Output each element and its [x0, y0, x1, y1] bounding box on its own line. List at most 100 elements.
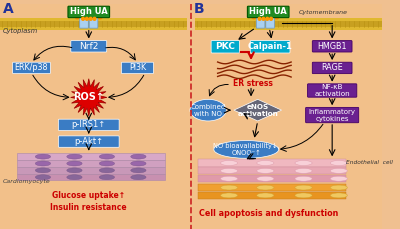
- Bar: [92, 4, 94, 229]
- Text: High UA: High UA: [249, 7, 287, 16]
- Bar: [330, 4, 332, 229]
- Bar: [351, 4, 353, 229]
- Text: Cytoplasm: Cytoplasm: [3, 27, 38, 34]
- Bar: [174, 4, 176, 229]
- Bar: [136, 4, 138, 229]
- Bar: [200, 4, 202, 229]
- Bar: [38, 4, 40, 229]
- Bar: [349, 4, 351, 229]
- FancyBboxPatch shape: [266, 16, 274, 28]
- Bar: [44, 4, 46, 229]
- Bar: [348, 4, 349, 229]
- Circle shape: [76, 15, 79, 19]
- Ellipse shape: [330, 161, 348, 165]
- Ellipse shape: [35, 175, 50, 180]
- Bar: [302, 4, 304, 229]
- Bar: [17, 167, 165, 174]
- Bar: [156, 4, 158, 229]
- Ellipse shape: [330, 193, 348, 198]
- Ellipse shape: [67, 175, 82, 180]
- Bar: [229, 4, 231, 229]
- Ellipse shape: [35, 161, 50, 166]
- Bar: [242, 4, 244, 229]
- Text: PI3K: PI3K: [129, 63, 146, 72]
- Bar: [372, 4, 374, 229]
- Bar: [180, 4, 181, 229]
- Bar: [359, 4, 361, 229]
- Text: Cardiomyocyte: Cardiomyocyte: [3, 179, 51, 184]
- FancyBboxPatch shape: [58, 136, 119, 147]
- FancyBboxPatch shape: [71, 41, 107, 52]
- Text: B: B: [194, 2, 204, 16]
- Bar: [155, 4, 156, 229]
- Bar: [185, 4, 187, 229]
- Ellipse shape: [99, 161, 114, 166]
- FancyBboxPatch shape: [68, 6, 110, 18]
- Text: Inflammatory
cytokines: Inflammatory cytokines: [309, 109, 356, 122]
- Bar: [97, 4, 99, 229]
- Ellipse shape: [67, 154, 82, 159]
- Bar: [248, 4, 250, 229]
- Bar: [193, 4, 195, 229]
- Bar: [324, 4, 326, 229]
- Ellipse shape: [131, 154, 146, 159]
- Ellipse shape: [131, 161, 146, 166]
- FancyBboxPatch shape: [248, 6, 289, 18]
- Bar: [6, 4, 8, 229]
- Bar: [17, 153, 165, 160]
- FancyBboxPatch shape: [312, 62, 352, 74]
- Bar: [271, 4, 273, 229]
- Ellipse shape: [35, 168, 50, 173]
- FancyBboxPatch shape: [250, 41, 290, 53]
- Bar: [220, 4, 222, 229]
- FancyBboxPatch shape: [308, 84, 357, 97]
- Text: Glucose uptake↑
Insulin resistance: Glucose uptake↑ Insulin resistance: [50, 191, 127, 212]
- FancyBboxPatch shape: [306, 107, 359, 123]
- Bar: [96, 4, 97, 229]
- Bar: [40, 4, 42, 229]
- Text: Nrf2: Nrf2: [79, 42, 98, 51]
- Bar: [132, 4, 134, 229]
- Bar: [237, 4, 239, 229]
- Text: eNOS
activation: eNOS activation: [237, 104, 278, 117]
- Text: NO bioavailability↓,
ONOO⁻↑: NO bioavailability↓, ONOO⁻↑: [213, 143, 280, 156]
- Bar: [17, 160, 165, 167]
- Bar: [304, 4, 306, 229]
- Bar: [57, 4, 59, 229]
- Bar: [262, 4, 264, 229]
- Bar: [86, 4, 88, 229]
- Bar: [124, 4, 126, 229]
- Bar: [23, 4, 25, 229]
- Ellipse shape: [214, 141, 279, 158]
- Bar: [231, 4, 233, 229]
- FancyBboxPatch shape: [12, 62, 50, 74]
- Bar: [15, 4, 17, 229]
- Bar: [366, 4, 368, 229]
- Bar: [353, 4, 355, 229]
- FancyBboxPatch shape: [89, 16, 98, 28]
- Polygon shape: [234, 99, 282, 121]
- Bar: [120, 4, 122, 229]
- Text: High UA: High UA: [70, 7, 108, 16]
- Bar: [59, 4, 61, 229]
- Bar: [105, 4, 107, 229]
- Bar: [164, 4, 166, 229]
- Ellipse shape: [257, 185, 274, 190]
- Text: Combined
with NO: Combined with NO: [190, 104, 226, 117]
- Bar: [141, 4, 143, 229]
- Circle shape: [266, 17, 269, 20]
- Bar: [116, 4, 118, 229]
- Bar: [88, 4, 90, 229]
- Bar: [34, 4, 36, 229]
- Bar: [153, 4, 155, 229]
- Bar: [139, 4, 141, 229]
- Ellipse shape: [257, 168, 274, 173]
- Bar: [336, 4, 338, 229]
- Bar: [275, 4, 277, 229]
- Bar: [176, 4, 178, 229]
- Bar: [181, 4, 183, 229]
- Bar: [147, 4, 149, 229]
- Bar: [279, 4, 281, 229]
- Text: p-Akt↑: p-Akt↑: [74, 137, 103, 146]
- Bar: [380, 4, 382, 229]
